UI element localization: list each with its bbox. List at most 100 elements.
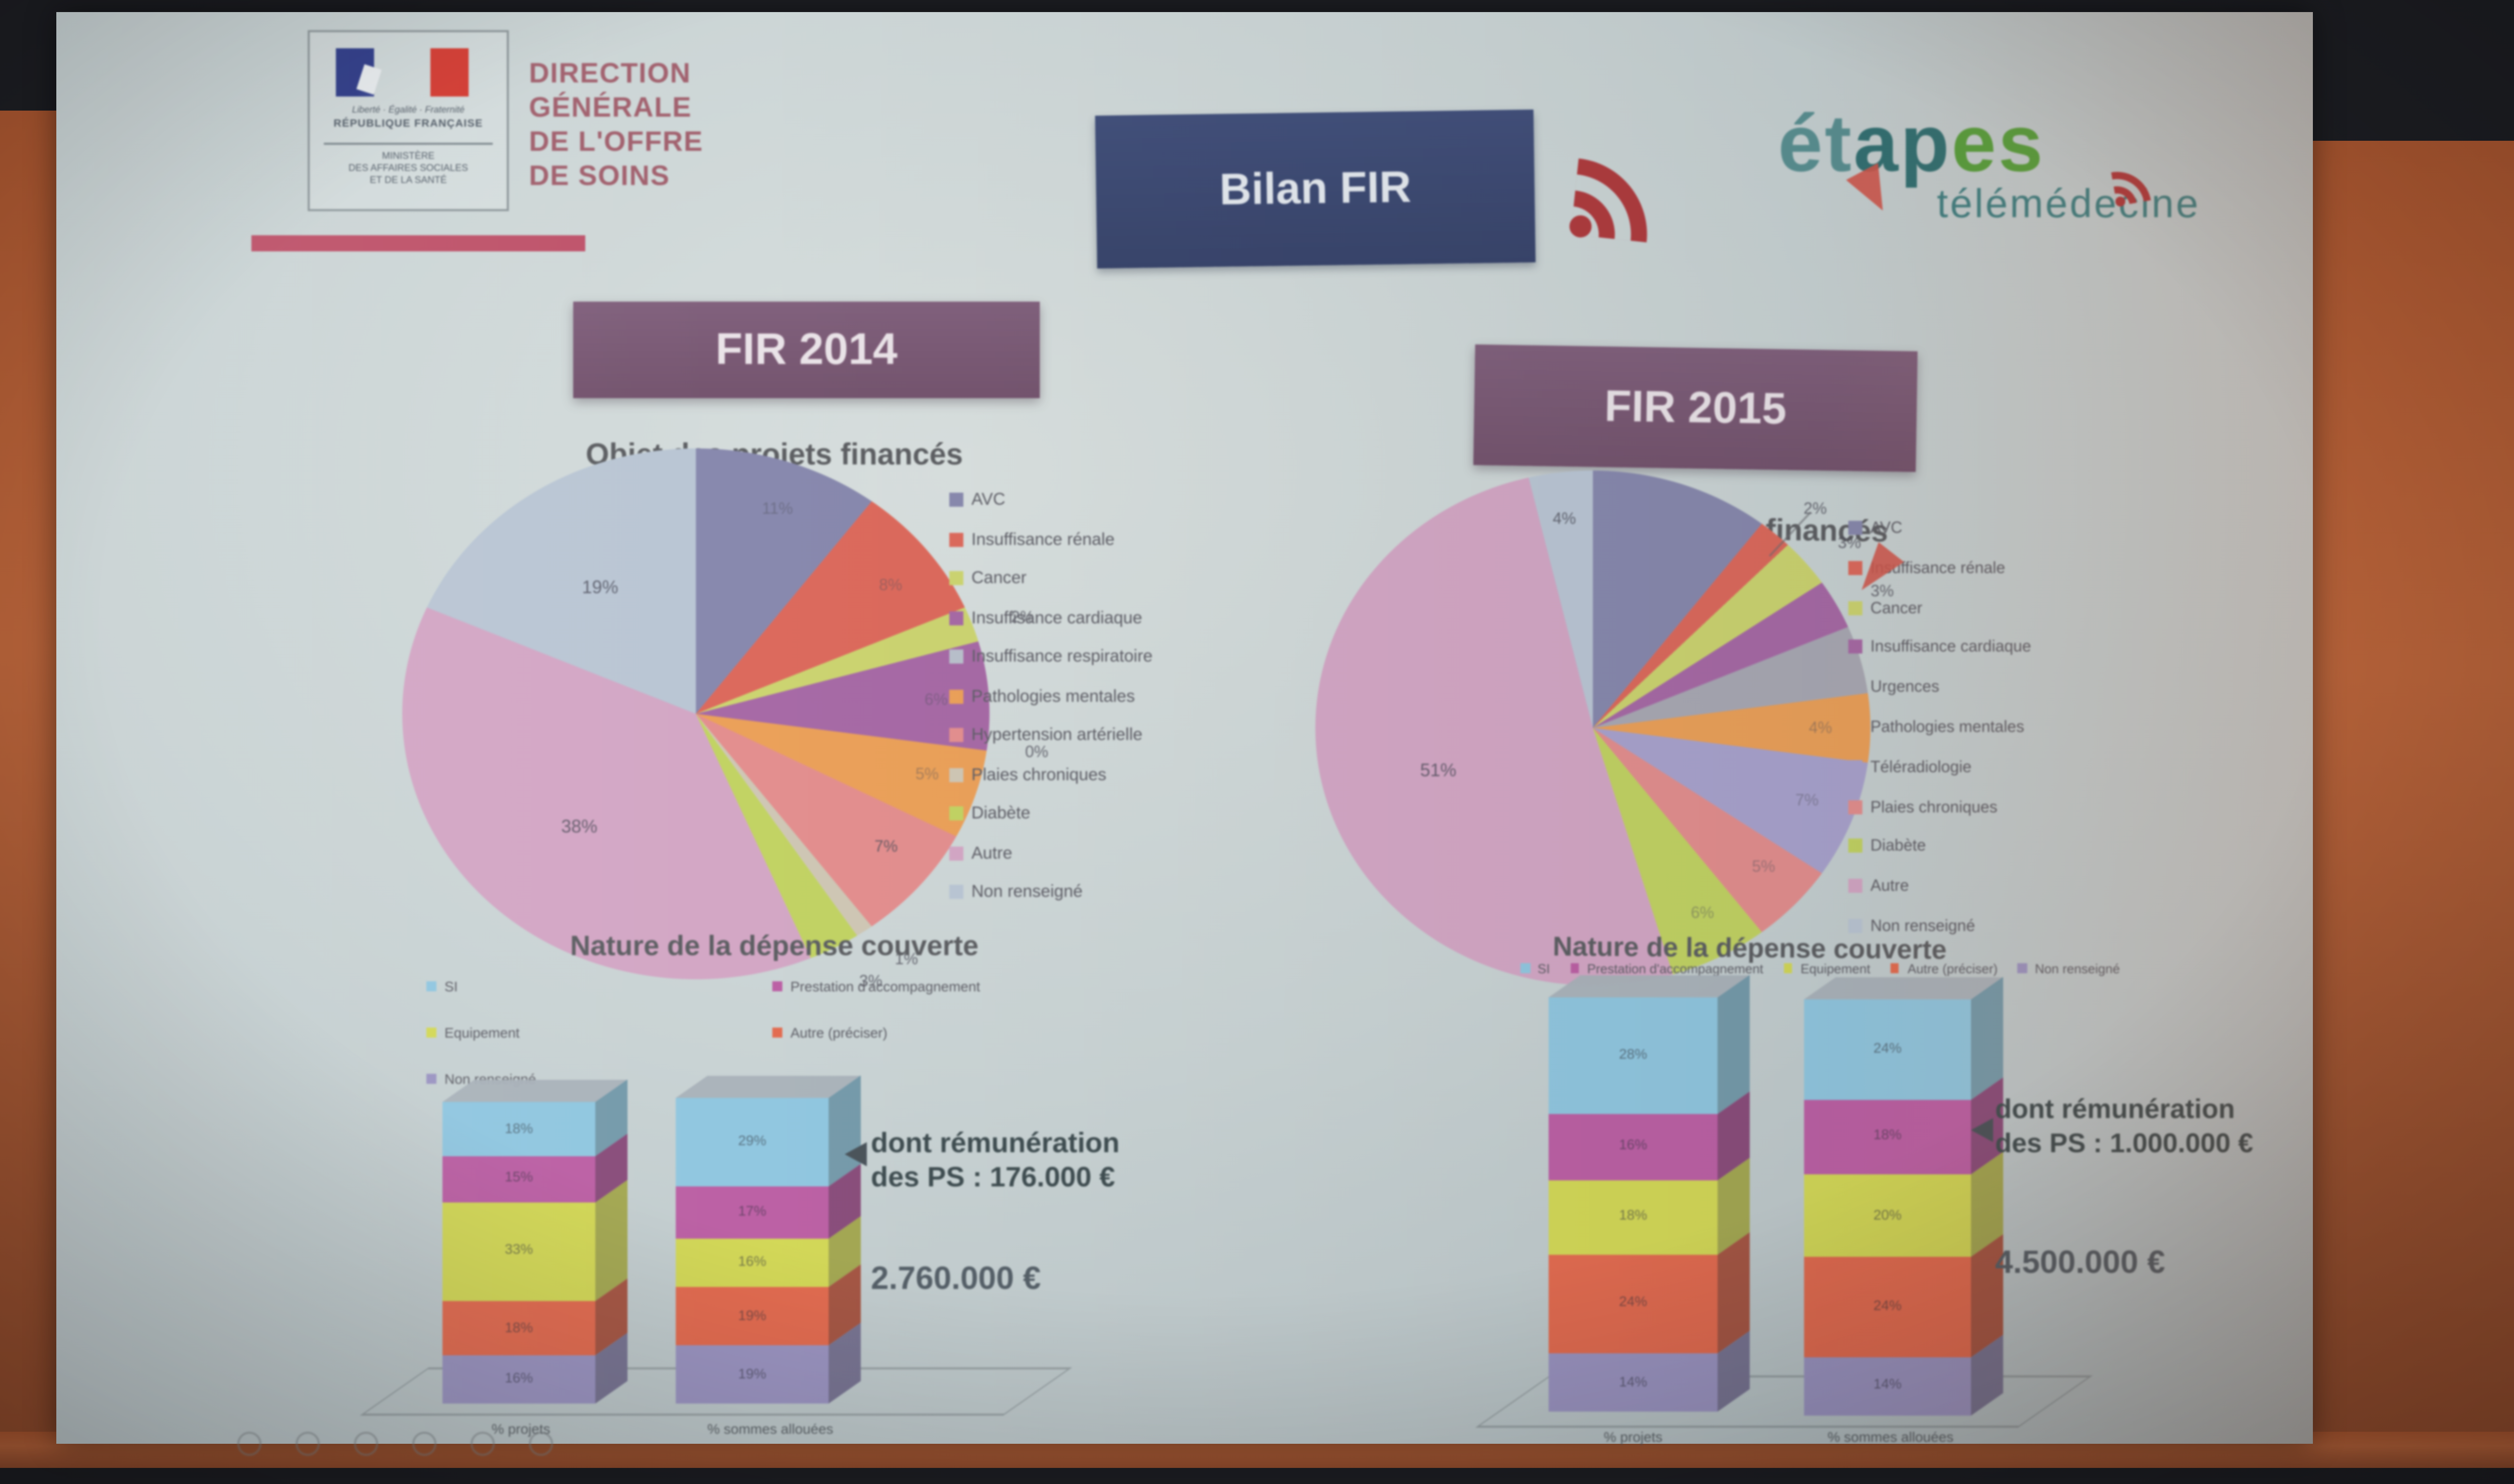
legend-swatch [426,1028,436,1038]
pie-percent-label: 8% [879,577,903,595]
bar-segment: 15% [442,1156,595,1201]
legend-label: SI [444,981,458,995]
bar-segment: 33% [442,1201,595,1301]
legend-label: AVC [971,489,1006,509]
bar-side-face [1718,975,1750,1412]
legend-item: Autre (préciser) [1890,961,1998,979]
legend-label: Pathologies mentales [971,685,1135,705]
pie-percent-label: 3% [1838,534,1861,552]
legend-swatch [1848,799,1862,814]
annotation-2015-line1: dont rémunération [1995,1094,2235,1124]
pie-percent-label: 5% [1752,858,1775,877]
legend-label: Diabète [1870,837,1926,856]
legend-label: Autre [1870,877,1909,895]
pie-percent-label: 51% [1420,759,1457,780]
bar-segment-label: 16% [738,1256,766,1270]
legend-swatch [949,493,963,507]
bar-segment: 19% [676,1345,829,1404]
legend-swatch [772,1028,782,1038]
annotation-2014: dont rémunération des PS : 176.000 € [871,1126,1120,1192]
legend-item: Autre [1848,877,2031,895]
stacked-bar-2015-projets: 28% 16% 18% 24% 14% [1549,975,1750,1412]
legend-label: Insuffisance respiratoire [971,645,1153,666]
bar-segment: 24% [1804,999,1971,1099]
bar-segment: 16% [676,1238,829,1287]
bar-segment-label: 14% [1619,1375,1647,1390]
bar-segment: 14% [1549,1353,1718,1412]
legend-item: Insuffisance rénale [1848,559,2031,577]
bar-segment-label: 16% [504,1372,533,1386]
fir-2014-label: FIR 2014 [715,324,897,374]
org-title-line: DE L'OFFRE [529,125,703,157]
bar-segment-label: 18% [504,1321,533,1335]
legend-item: Prestation d'accompagnement [772,979,980,997]
legend-swatch [949,610,963,624]
nature-2015-legend: SI Prestation d'accompagnement Equipement A… [1520,961,2120,979]
telemedecine-label: télémédecine [1937,183,2200,227]
legend-item: Cancer [1848,598,2031,616]
legend-label: Plaies chroniques [1870,797,1998,816]
legend-swatch [949,571,963,585]
annotation-2015: dont rémunération des PS : 1.000.000 € [1995,1094,2253,1160]
annotation-2015-line2: des PS : 1.000.000 € [1995,1127,2254,1157]
fir-2015-label: FIR 2015 [1604,381,1787,434]
logo-divider [324,143,493,145]
pie-percent-label: 19% [582,576,618,597]
legend-swatch [949,728,963,742]
legend-swatch [1848,521,1862,535]
bar-segment-label: 19% [738,1367,766,1382]
bar-segment-label: 14% [1873,1379,1902,1394]
legend-label: Cancer [1870,598,1923,617]
pie-2015-legend: AVC Insuffisance rénale Cancer Insuffisance… [1848,519,2031,957]
legend-swatch [1848,719,1862,734]
legend-label: AVC [1870,519,1903,537]
legend-swatch [949,532,963,546]
legend-swatch [949,806,963,820]
legend-item: Cancer [949,568,1152,587]
bar-segment-label: 33% [504,1244,533,1258]
bar-segment: 18% [442,1301,595,1355]
org-title-line: DIRECTION [529,56,691,88]
legend-label: Autre (préciser) [790,1028,887,1042]
legend-label: Diabète [971,802,1031,822]
legend-swatch [2018,963,2027,972]
pie-percent-label: 4% [1553,509,1576,528]
legend-item: Pathologies mentales [1848,718,2031,736]
org-title-line: GÉNÉRALE [529,90,692,123]
legend-item: AVC [1848,519,2031,537]
bar-segment-label: 18% [1619,1210,1647,1224]
axis-label-2014-sommes: % sommes allouées [707,1424,834,1438]
legend-item: SI [1520,961,1550,979]
legend-swatch [949,689,963,703]
legend-item: Non renseigné [949,882,1152,901]
legend-item: Plaies chroniques [1848,797,2031,815]
bar-segment: 14% [1804,1357,1971,1416]
wall-right [2307,141,2514,1468]
legend-item: Diabète [949,802,1152,822]
legend-item: Prestation d'accompagnement [1570,961,1763,979]
bar-segment: 16% [442,1355,595,1404]
legend-item: Insuffisance rénale [949,529,1152,548]
bar-segment: 28% [1549,997,1718,1114]
logo-motto: Liberté · Égalité · Fraternité [352,105,465,115]
french-flag-blue [336,48,374,97]
pie-percent-label: 2% [1011,609,1034,627]
bar-top-face [676,1076,860,1098]
pie-percent-label: 1% [894,950,918,969]
fir-2015-banner: FIR 2015 [1473,344,1918,472]
pie-chart-2014: 11% 8% 2% 6% 0% 5% 7% 1% 3% 38% 19% [402,448,1048,990]
bar-segment-label: 19% [738,1309,766,1324]
legend-label: Urgences [1870,678,1939,696]
presenter-dots [237,1432,553,1456]
legend-swatch [1848,839,1862,854]
legend-label: SI [1538,963,1550,977]
bar-segment-label: 28% [1619,1048,1647,1063]
stacked-bar-2015-sommes: 24% 18% 20% 24% 14% [1804,977,2003,1416]
bar-front-face: 29% 17% 16% 19% 19% [676,1098,829,1404]
bar-segment-label: 18% [504,1122,533,1136]
legend-label: Prestation d'accompagnement [1587,963,1764,977]
legend-item: Equipement [426,1026,536,1044]
legend-item: Pathologies mentales [949,685,1152,705]
slide-title-banner: Bilan FIR [1095,109,1536,269]
